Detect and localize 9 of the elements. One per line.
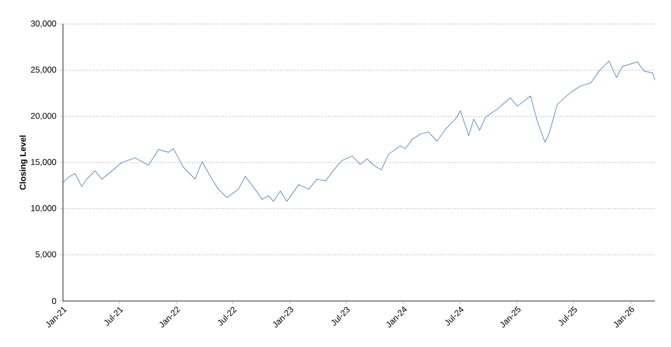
y-tick-label: 20,000 [31,112,56,120]
y-tick-label: 25,000 [31,66,56,74]
y-tick-label: 15,000 [31,159,56,166]
line-series [63,60,656,202]
y-tick-label: 10,000 [31,205,56,212]
y-tick-label: 0 [52,298,56,304]
y-axis-title: Closing Level [20,136,28,190]
y-tick-label: 5,000 [36,251,56,258]
y-tick-label: 30,000 [30,20,56,28]
